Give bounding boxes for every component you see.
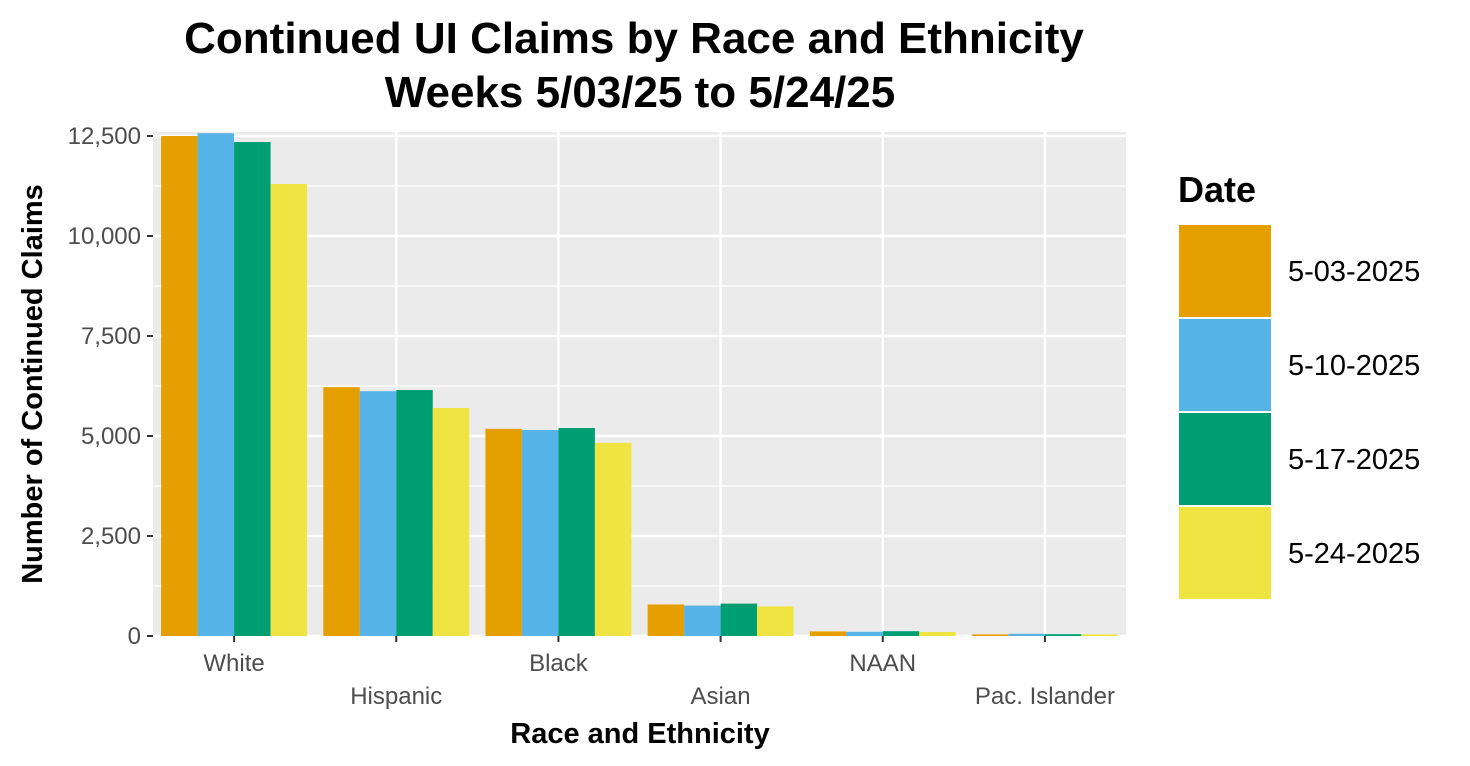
bar xyxy=(882,631,920,636)
y-tick-label: 12,500 xyxy=(68,123,141,150)
legend-key xyxy=(1177,223,1273,319)
bar xyxy=(1044,634,1082,636)
bar xyxy=(234,142,271,636)
bar xyxy=(846,631,883,636)
bar xyxy=(684,605,721,636)
legend-label: 5-10-2025 xyxy=(1288,350,1420,382)
chart-title-line-2: Weeks 5/03/25 to 5/24/25 xyxy=(385,68,895,117)
y-tick-label: 7,500 xyxy=(81,323,141,350)
grid-major xyxy=(153,132,1126,638)
y-tick-label: 0 xyxy=(128,623,141,650)
x-tick-label: Hispanic xyxy=(350,683,442,710)
x-tick-label: White xyxy=(203,650,264,677)
bar xyxy=(161,136,198,636)
bars xyxy=(161,133,1118,636)
bar xyxy=(809,631,847,636)
y-axis-title: Number of Continued Claims xyxy=(17,184,49,584)
bar xyxy=(757,606,794,636)
legend-label: 5-24-2025 xyxy=(1288,538,1420,570)
y-tick-label: 10,000 xyxy=(68,223,141,250)
x-tick-label: NAAN xyxy=(849,650,916,677)
y-tick-label: 2,500 xyxy=(81,523,141,550)
bar xyxy=(919,632,956,636)
legend: Date 5-03-2025 5-10-2025 5-17-2025 5-24-202… xyxy=(1177,169,1420,601)
bar xyxy=(359,391,397,636)
bar xyxy=(485,428,522,636)
bar xyxy=(1008,633,1045,636)
bar xyxy=(1081,634,1118,636)
bar xyxy=(647,604,685,636)
grid-minor xyxy=(153,185,1126,587)
chart-title-line-1: Continued UI Claims by Race and Ethnicit… xyxy=(184,14,1084,63)
x-axis-title: Race and Ethnicity xyxy=(510,718,769,750)
legend-key xyxy=(1177,505,1273,601)
x-axis: White Hispanic Black Asian NAAN Pac. Islander xyxy=(203,636,1115,710)
bar xyxy=(521,430,559,636)
bar xyxy=(396,390,433,636)
bar xyxy=(323,387,360,636)
x-tick-label: Asian xyxy=(691,683,751,710)
y-tick-label: 5,000 xyxy=(81,423,141,450)
legend-title: Date xyxy=(1178,169,1256,210)
x-tick-label: Pac. Islander xyxy=(975,683,1115,710)
bar xyxy=(971,634,1009,636)
legend-key xyxy=(1177,317,1273,413)
plot-panel xyxy=(153,132,1126,636)
bar xyxy=(558,428,595,636)
bar xyxy=(720,603,758,636)
legend-key xyxy=(1177,411,1273,507)
legend-label: 5-03-2025 xyxy=(1288,256,1420,288)
y-axis: 0 2,500 5,000 7,500 10,000 12,500 xyxy=(68,123,153,650)
bar xyxy=(197,133,235,636)
bar xyxy=(594,442,632,636)
legend-label: 5-17-2025 xyxy=(1288,444,1420,476)
bar xyxy=(270,184,308,636)
bar xyxy=(432,408,470,636)
x-tick-label: Black xyxy=(529,650,589,677)
